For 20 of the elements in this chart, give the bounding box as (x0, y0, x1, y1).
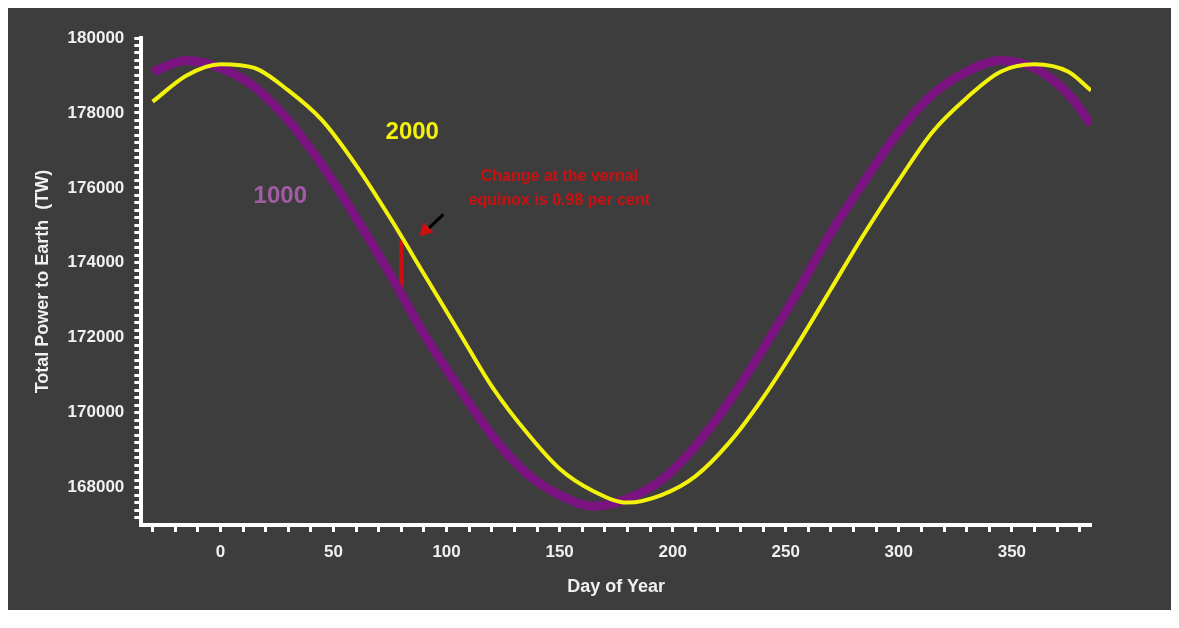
x-tick-label: 150 (545, 541, 574, 561)
annotation: Change at the vernal equinox is 0.98 per cent (468, 166, 651, 208)
x-tick-label: 50 (324, 541, 343, 561)
x-tick-label: 100 (432, 541, 461, 561)
x-tick-label: 350 (997, 541, 1027, 561)
y-tick-label: 170000 (67, 402, 125, 422)
y-tick-label: 178000 (67, 102, 125, 122)
x-tick-label: 300 (884, 541, 913, 561)
series-label: 1000 (253, 181, 307, 209)
y-tick-label: 174000 (67, 252, 125, 272)
y-tick-label: 172000 (67, 327, 125, 347)
y-axis-title: Total Power to Earth (TW) (31, 169, 52, 394)
x-tick-label: 200 (658, 541, 687, 561)
y-tick-label: 168000 (67, 477, 125, 497)
x-tick-label: 250 (771, 541, 800, 561)
series-label: 2000 (385, 117, 439, 145)
y-tick-label: 176000 (67, 177, 125, 197)
x-axis-title: Day of Year (567, 576, 666, 597)
x-tick-label: 0 (215, 541, 226, 561)
y-tick-label: 180000 (67, 27, 125, 47)
